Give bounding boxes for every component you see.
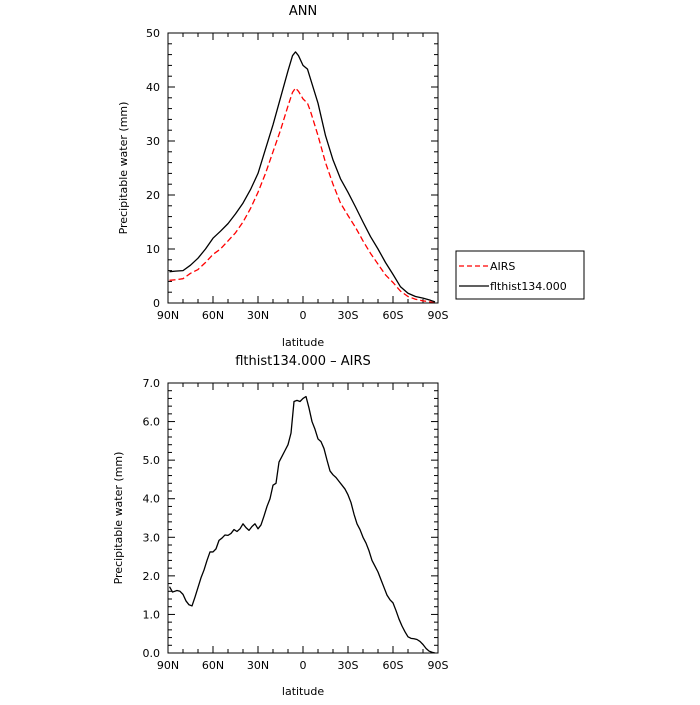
chart-top: ANN latitude Precipitable water (mm) 90N… (117, 4, 449, 349)
chart-top-ytick-label: 50 (146, 27, 160, 40)
chart-bottom-xtick-label: 90N (157, 659, 179, 672)
chart-top-xtick-label: 30S (338, 309, 359, 322)
chart-bottom-ytick-label: 2.0 (143, 570, 161, 583)
chart-top-series-line-1 (169, 51, 436, 303)
chart-bottom-xtick-label: 60S (383, 659, 404, 672)
chart-top-ytick-label: 40 (146, 81, 160, 94)
chart-top-xlabel: latitude (282, 336, 324, 349)
chart-bottom-xtick-label: 90S (428, 659, 449, 672)
chart-bottom-ytick-label: 1.0 (143, 608, 161, 621)
chart-bottom-ytick-label: 5.0 (143, 454, 161, 467)
chart-bottom-frame (167, 382, 439, 654)
chart-bottom-lines (168, 395, 436, 654)
chart-bottom-xlabel: latitude (282, 685, 324, 698)
chart-top-title: ANN (289, 4, 317, 19)
chart-top-xtick-label: 90S (428, 309, 449, 322)
chart-top-frame (167, 32, 439, 304)
chart-top-xtick-label: 60N (202, 309, 224, 322)
chart-top-ytick-label: 30 (146, 135, 160, 148)
chart-bottom-xtick-label: 30N (247, 659, 269, 672)
chart-top-ytick-label: 20 (146, 189, 160, 202)
chart-bottom-ytick-label: 3.0 (143, 531, 161, 544)
chart-top-legend: AIRS flthist134.000 (455, 250, 585, 300)
chart-bottom-ytick-label: 0.0 (143, 647, 161, 660)
chart-bottom-title: flthist134.000 – AIRS (235, 354, 371, 369)
chart-bottom-ticks: 90N 60N 30N 0 30S 60S 90S 0.0 1.0 2.0 3.0 4.0 5.0 6.0… (143, 377, 449, 672)
chart-top-ytick-label: 0 (153, 297, 160, 310)
legend-label-model: flthist134.000 (490, 280, 567, 293)
chart-bottom-ylabel: Precipitable water (mm) (112, 452, 125, 585)
chart-top-series-line-0 (169, 87, 436, 304)
chart-top-lines (169, 51, 436, 304)
chart-bottom: flthist134.000 – AIRS latitude Precipita… (112, 354, 449, 698)
chart-bottom-ytick-label: 6.0 (143, 416, 161, 429)
chart-bottom-ytick-label: 7.0 (143, 377, 161, 390)
chart-top-ytick-label: 10 (146, 243, 160, 256)
chart-top-ticks: 90N 60N 30N 0 30S 60S 90S 0 10 20 30 40 50 (146, 27, 449, 322)
chart-bottom-xtick-label: 0 (300, 659, 307, 672)
legend-box (455, 250, 585, 300)
chart-bottom-xtick-label: 30S (338, 659, 359, 672)
chart-top-ylabel: Precipitable water (mm) (117, 102, 130, 235)
chart-bottom-ytick-label: 4.0 (143, 493, 161, 506)
chart-bottom-xtick-label: 60N (202, 659, 224, 672)
chart-top-xtick-label: 60S (383, 309, 404, 322)
chart-top-xtick-label: 0 (300, 309, 307, 322)
legend-label-airs: AIRS (490, 260, 515, 273)
chart-top-xtick-label: 30N (247, 309, 269, 322)
chart-top-xtick-label: 90N (157, 309, 179, 322)
chart-bottom-series-line-0 (168, 395, 436, 654)
